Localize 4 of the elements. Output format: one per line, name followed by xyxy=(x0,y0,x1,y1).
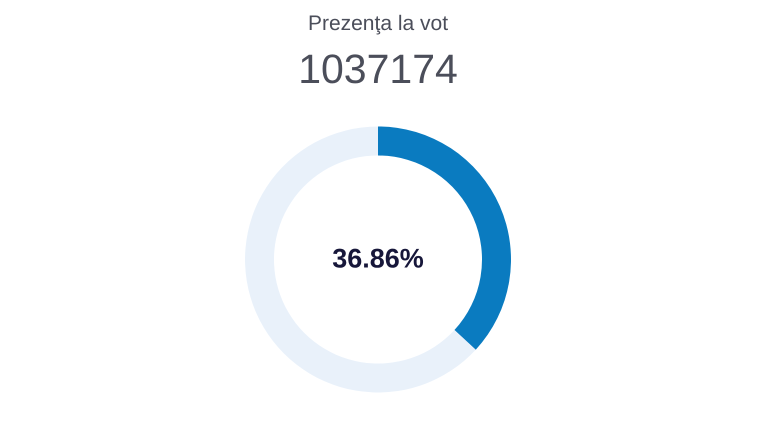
chart-subtitle: 1037174 xyxy=(298,46,458,92)
chart-title: Prezenţa la vot xyxy=(308,12,448,35)
data-label: 36.86% xyxy=(332,244,424,274)
donut-slice xyxy=(245,126,476,392)
